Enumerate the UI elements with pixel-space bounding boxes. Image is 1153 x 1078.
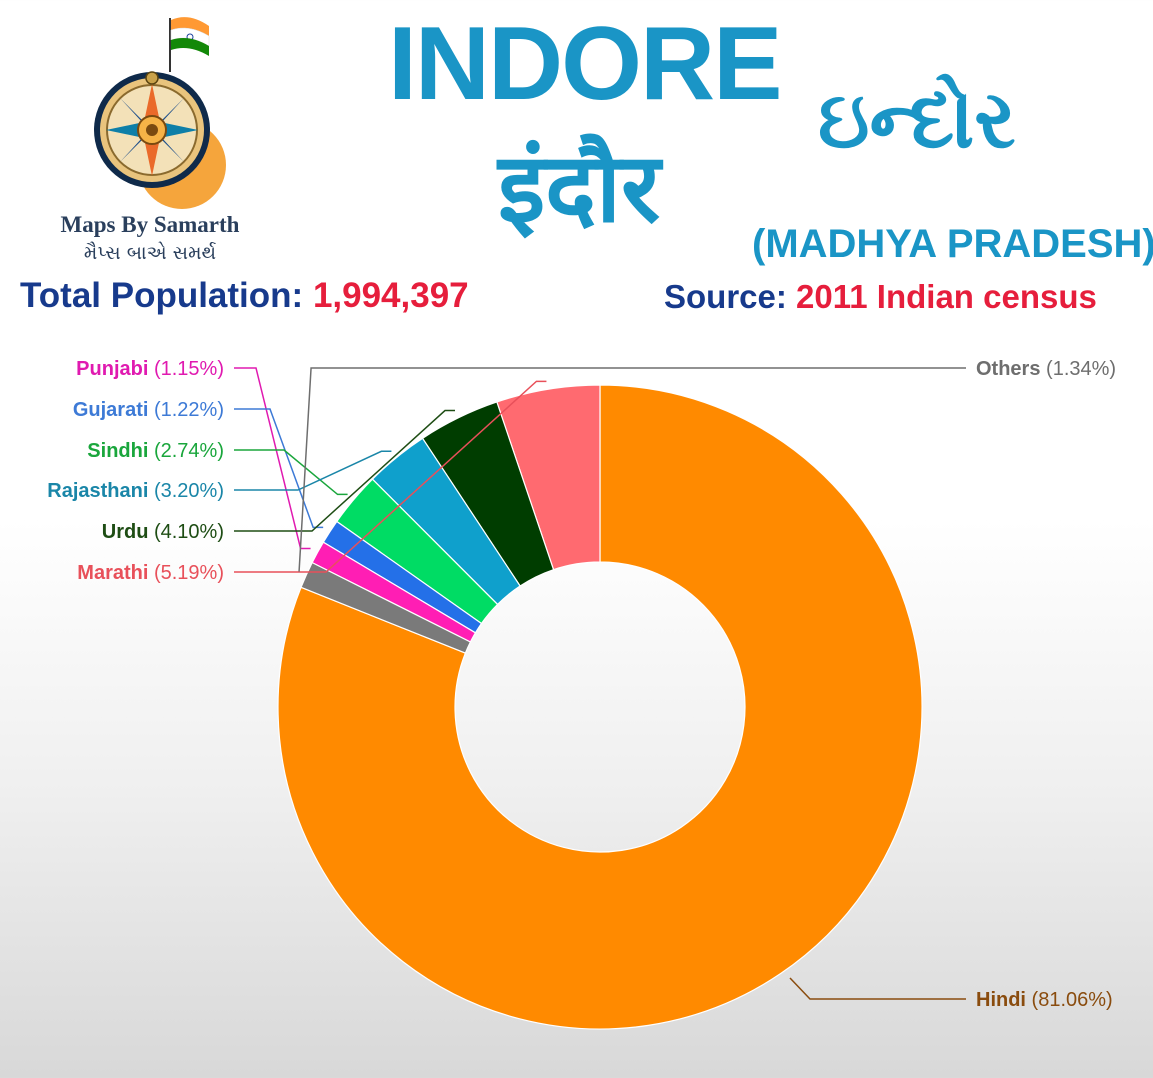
city-title-hindi: इंदौर [498, 132, 661, 244]
label-urdu: Urdu (4.10%) [102, 521, 224, 543]
city-title-gujarati: ઇન્દોર [818, 73, 1016, 166]
label-sindhi: Sindhi (2.74%) [87, 440, 224, 462]
population-line: Total Population: 1,994,397 [20, 276, 469, 316]
slice-others [300, 561, 472, 654]
slice-urdu [421, 401, 555, 587]
slice-punjabi [311, 541, 477, 643]
source-line: Source: 2011 Indian census [664, 278, 1097, 316]
label-others: Others (1.34%) [976, 358, 1116, 380]
leader-urdu [234, 409, 456, 532]
leader-others [298, 367, 966, 572]
source-value: 2011 Indian census [796, 278, 1097, 315]
indian-flag-icon [170, 17, 210, 56]
label-gujarati: Gujarati (1.22%) [73, 399, 224, 421]
slice-sindhi [335, 478, 499, 625]
slice-marathi [496, 384, 601, 571]
label-punjabi: Punjabi (1.15%) [76, 358, 224, 380]
slice-gujarati [322, 520, 483, 634]
leader-marathi [234, 380, 547, 573]
source-label: Source: [664, 278, 787, 315]
city-title-english: INDORE [388, 6, 782, 122]
leader-gujarati [234, 408, 324, 529]
leader-sindhi [234, 449, 348, 496]
population-label: Total Population: [20, 276, 304, 315]
leader-punjabi [234, 367, 311, 550]
population-value: 1,994,397 [312, 276, 469, 315]
slice-rajasthani [371, 437, 521, 606]
leader-rajasthani [234, 450, 392, 491]
label-hindi: Hindi (81.06%) [976, 989, 1113, 1011]
label-marathi: Marathi (5.19%) [77, 562, 224, 584]
state-name: (MADHYA PRADESH) [752, 222, 1153, 266]
slice-hindi [277, 384, 923, 1030]
leader-hindi [789, 977, 966, 1000]
label-rajasthani: Rajasthani (3.20%) [47, 480, 224, 502]
compass-icon [94, 17, 226, 209]
brand-name-gujarati: મૈપ્સ બાએ સમર્થ [83, 242, 217, 264]
brand-logo: Maps By Samarth મૈપ્સ બાએ સમર્થ [20, 10, 280, 270]
brand-name: Maps By Samarth [60, 212, 240, 237]
